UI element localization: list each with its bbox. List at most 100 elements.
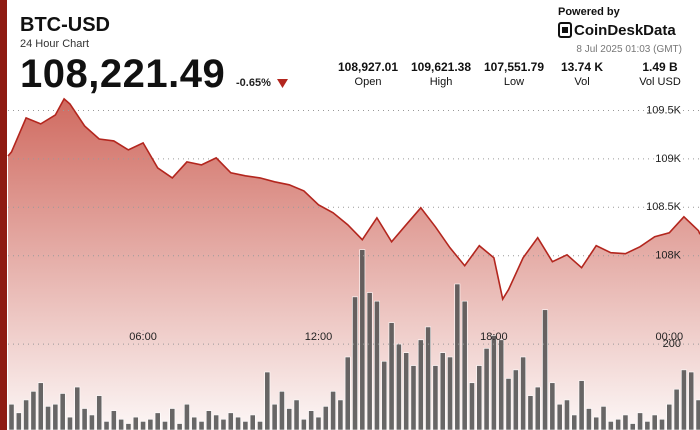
volume-bar <box>213 414 220 430</box>
volume-bar <box>249 414 256 430</box>
volume-bar <box>300 418 307 430</box>
volume-bar <box>425 326 432 430</box>
volume-bar <box>659 418 665 430</box>
down-arrow <box>277 79 288 88</box>
volume-bar <box>505 378 512 430</box>
label-layer: 108K 108.5K 109K 109.5K 06:00 12:00 18:00 00:00… <box>129 104 683 350</box>
volume-bar <box>322 406 329 430</box>
volume-bar <box>586 408 592 430</box>
volume-bar <box>184 403 190 430</box>
title: BTC-USD <box>20 14 110 36</box>
volume-bar <box>242 421 249 430</box>
volume-bar <box>315 416 322 430</box>
stat-label: High <box>429 76 453 88</box>
y-tick-label: 109K <box>655 153 681 165</box>
volume-bar <box>381 360 388 430</box>
volume-bar <box>162 421 168 430</box>
volume-bar <box>147 418 154 430</box>
volume-bar <box>352 296 358 430</box>
volume-bar <box>205 410 212 430</box>
volume-bar <box>125 423 132 430</box>
volume-bar <box>461 300 468 430</box>
volume-tick-label: 200 <box>663 338 681 350</box>
stat-label: Low <box>503 76 525 88</box>
volume-bar <box>154 412 161 430</box>
volume-bar <box>469 382 475 430</box>
volume-bar <box>454 283 461 430</box>
change: -0.65% <box>236 77 271 89</box>
volume-bar <box>527 395 534 430</box>
volume-bar <box>308 410 315 430</box>
volume-bar <box>176 423 183 430</box>
stat-value: 1.49 B <box>642 60 678 74</box>
powered-by: Powered by <box>558 6 620 18</box>
volume-bar <box>30 391 37 430</box>
volume-bar <box>476 365 483 430</box>
volume-bar <box>629 423 636 430</box>
volume-bar <box>257 421 263 430</box>
volume-bar <box>534 386 541 430</box>
volume-bar <box>52 403 59 430</box>
volume-bar <box>410 365 417 430</box>
volume-bar <box>637 412 643 430</box>
volume-bar <box>132 416 139 430</box>
volume-bar <box>118 418 125 430</box>
timestamp: 8 Jul 2025 01:03 (GMT) <box>576 44 682 55</box>
volume-bar <box>607 421 614 430</box>
volume-bar <box>67 416 73 430</box>
brand-logo <box>558 22 572 38</box>
volume-bar <box>169 408 176 430</box>
volume-bar <box>644 421 651 430</box>
volume-bar <box>593 416 600 430</box>
volume-bar <box>293 399 300 430</box>
volume-layer <box>8 249 700 430</box>
line-layer <box>7 97 700 302</box>
volume-bar <box>549 382 556 430</box>
volume-bar <box>271 403 278 430</box>
x-tick-label: 12:00 <box>305 331 333 343</box>
volume-bar <box>8 403 15 430</box>
price-area <box>8 98 700 430</box>
x-tick-label: 00:00 <box>656 331 684 343</box>
volume-bar <box>388 322 395 430</box>
volume-bar <box>439 352 446 430</box>
volume-bar <box>578 380 585 430</box>
volume-bar <box>600 406 607 430</box>
volume-bar <box>279 391 285 430</box>
stat-value: 109,621.38 <box>410 60 472 74</box>
accent-strip <box>0 0 7 430</box>
x-tick-label: 18:00 <box>480 331 508 343</box>
volume-bar <box>23 399 30 430</box>
price: 108,221.49 <box>20 52 226 96</box>
volume-bar <box>695 399 700 430</box>
volume-bar <box>666 403 673 430</box>
volume-bar <box>359 249 366 430</box>
subtitle: 24 Hour Chart <box>20 38 90 50</box>
area-layer <box>8 98 700 430</box>
volume-bar <box>615 418 622 430</box>
volume-bar <box>344 356 351 430</box>
volume-bar <box>366 292 373 430</box>
volume-bar <box>432 365 439 430</box>
price-line <box>7 97 700 302</box>
stat-label: Vol USD <box>639 76 681 88</box>
volume-bar <box>688 371 695 430</box>
volume-bar <box>651 414 658 430</box>
volume-bar <box>498 339 505 430</box>
volume-bar <box>198 421 205 430</box>
x-tick-label: 06:00 <box>129 331 157 343</box>
volume-bar <box>74 386 81 430</box>
volume-bar <box>140 421 146 430</box>
volume-bar <box>264 371 271 430</box>
volume-bar <box>556 403 563 430</box>
brand: CoinDeskData <box>574 22 676 39</box>
volume-bar <box>220 418 227 430</box>
volume-bar <box>374 300 380 430</box>
volume-bar <box>395 343 402 430</box>
volume-bar <box>330 391 336 430</box>
volume-bar <box>542 309 548 430</box>
volume-bar <box>227 412 234 430</box>
volume-bar <box>96 395 103 430</box>
